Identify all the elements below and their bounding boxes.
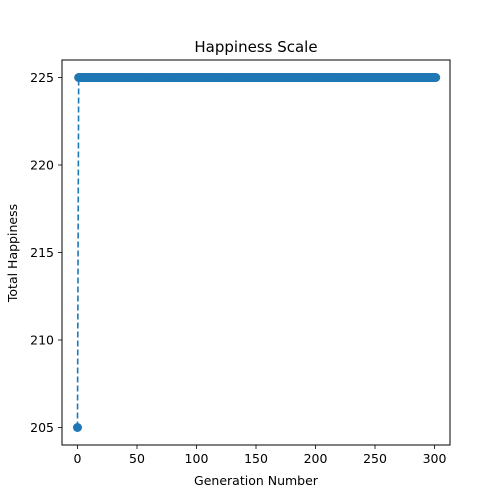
y-tick-label: 215 [30,245,54,260]
data-point [431,73,441,82]
data-point [72,423,82,432]
series-line [76,76,436,428]
y-tick-label: 210 [30,333,54,348]
chart-title: Happiness Scale [194,38,317,56]
x-tick-label: 250 [363,451,387,466]
x-tick-label: 0 [73,451,81,466]
y-tick-label: 205 [30,420,54,435]
plot-area [72,73,441,432]
y-tick-label: 225 [30,70,54,85]
y-axis-label: Total Happiness [5,204,20,303]
x-tick-label: 150 [244,451,268,466]
x-tick-label: 100 [185,451,209,466]
x-tick-label: 50 [129,451,145,466]
x-tick-label: 300 [423,451,447,466]
y-axis-ticks: 205 210 215 220 225 [30,70,62,435]
x-axis-ticks: 0 50 100 150 200 250 300 [73,445,447,466]
x-tick-label: 200 [304,451,328,466]
x-axis-label: Generation Number [194,473,319,488]
y-tick-label: 220 [30,158,54,173]
plot-frame [61,59,451,446]
